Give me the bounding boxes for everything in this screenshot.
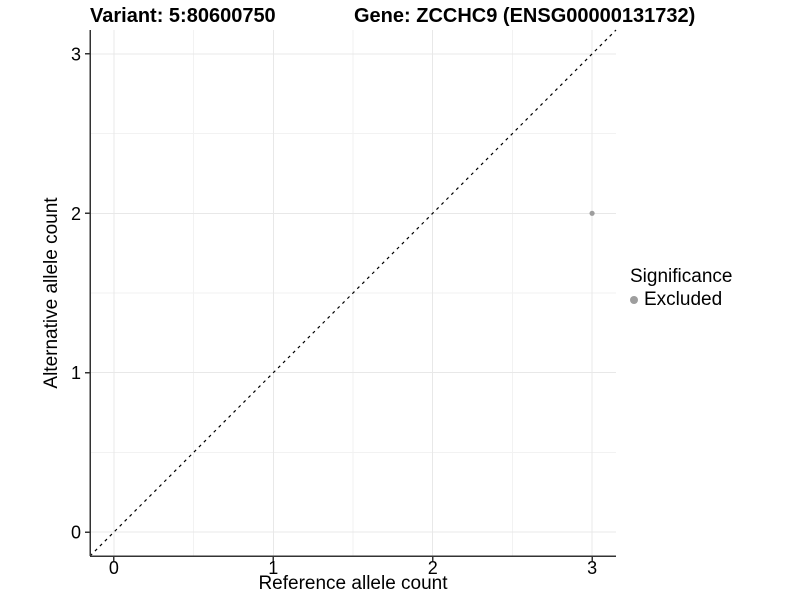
- y-tick-label: 1: [71, 363, 81, 383]
- legend: Significance Excluded: [630, 266, 732, 311]
- excluded-point-icon: [630, 296, 638, 304]
- tick-marks: [85, 53, 593, 561]
- axes: [89, 30, 616, 557]
- plot-title-variant: Variant: 5:80600750: [90, 5, 276, 27]
- identity-line: [89, 29, 617, 557]
- y-tick-label: 0: [71, 523, 81, 543]
- legend-item-excluded: Excluded: [630, 289, 732, 311]
- legend-title: Significance: [630, 266, 733, 287]
- data-points: [589, 210, 595, 216]
- legend-item-label: Excluded: [644, 289, 723, 310]
- y-axis-title: Alternative allele count: [41, 197, 62, 389]
- grid-minor: [90, 30, 616, 556]
- plot-title-gene: Gene: ZCCHC9 (ENSG00000131732): [354, 5, 696, 27]
- x-tick-label: 1: [268, 558, 278, 578]
- tick-labels: 0 1 2 3 0 1 2 3: [71, 44, 597, 578]
- grid-major: [90, 30, 616, 556]
- data-point: [589, 210, 595, 216]
- x-tick-label: 2: [428, 558, 438, 578]
- x-tick-label: 0: [109, 558, 119, 578]
- x-tick-label: 3: [587, 558, 597, 578]
- x-axis-title: Reference allele count: [258, 573, 448, 594]
- y-tick-label: 3: [71, 44, 81, 64]
- y-tick-label: 2: [71, 204, 81, 224]
